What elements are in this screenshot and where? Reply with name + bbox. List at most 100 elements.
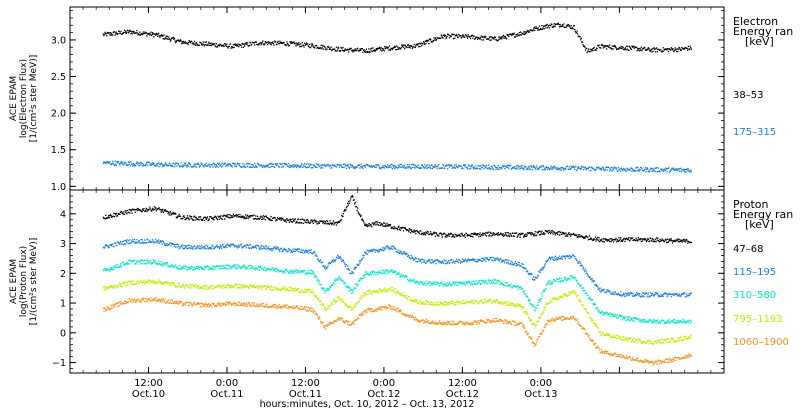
data-point [637,170,639,172]
data-point [466,281,468,283]
data-point [195,166,197,168]
data-point [538,29,540,31]
data-point [269,41,271,44]
data-point [314,165,316,167]
data-point [219,244,222,246]
data-point [481,234,483,236]
data-point [186,166,188,168]
data-point [345,167,348,169]
data-point [358,263,360,266]
data-point [219,165,221,167]
data-point [132,238,134,241]
data-point [412,279,414,281]
data-point [257,163,259,165]
data-point [611,239,614,241]
data-point [618,295,621,297]
data-point [483,168,485,170]
data-point [520,31,522,33]
data-point [138,33,140,36]
data-point [164,37,166,40]
data-point [308,252,310,254]
data-point [189,42,192,44]
data-point [228,217,230,219]
data-point [276,163,279,165]
data-point [434,232,436,234]
data-point [169,211,172,213]
data-point [258,269,260,271]
data-point [382,225,384,227]
data-point [565,235,568,237]
data-point [115,214,117,216]
data-point [630,237,632,239]
data-point [157,263,159,266]
data-point [149,206,151,208]
data-point [301,45,303,47]
data-point [364,165,366,167]
data-point [108,215,110,217]
data-point [677,293,679,295]
data-point [107,268,109,270]
data-point [123,240,125,242]
data-point [339,257,342,259]
data-point [686,240,688,242]
data-point [655,293,657,295]
data-point [171,164,173,166]
data-point [231,166,233,168]
data-point [372,224,375,226]
data-point [365,51,367,53]
data-point [354,203,356,205]
data-point [208,164,210,166]
data-point [195,267,197,269]
data-point [146,210,148,212]
data-point [558,258,560,260]
data-point [397,226,399,228]
data-point [465,259,467,261]
data-point [113,31,116,33]
data-point [224,267,226,269]
data-point [659,238,661,241]
data-point [423,167,425,169]
data-point [183,268,186,270]
data-point [677,168,679,170]
data-point [126,241,128,243]
data-point [239,213,241,216]
data-point [591,278,594,280]
data-point [191,43,193,45]
data-point [388,165,391,167]
data-point [238,216,240,218]
data-point [166,38,168,40]
data-point [236,264,239,266]
data-point [145,262,147,265]
data-point [226,246,228,248]
data-point [557,22,559,24]
data-point [166,165,169,167]
data-point [690,292,692,294]
data-point [467,283,469,285]
data-point [192,269,194,271]
data-point [409,258,412,260]
data-point [641,240,644,242]
data-point [281,217,283,219]
data-point [406,253,408,255]
data-point [382,250,385,252]
data-point [115,163,117,165]
data-point [411,166,413,168]
data-point [162,211,164,214]
data-point [252,163,254,166]
data-point [674,292,676,295]
data-point [346,165,348,167]
data-point [235,43,237,45]
data-point [402,165,404,167]
data-point [300,249,302,251]
data-point [575,258,577,260]
data-point [574,168,576,170]
data-point [673,168,675,170]
data-point [265,268,267,270]
data-point [195,265,197,268]
data-point [608,167,610,169]
data-point [360,163,362,165]
data-point [514,36,516,38]
data-point [359,167,361,169]
data-point [289,220,292,222]
data-point [187,43,189,45]
